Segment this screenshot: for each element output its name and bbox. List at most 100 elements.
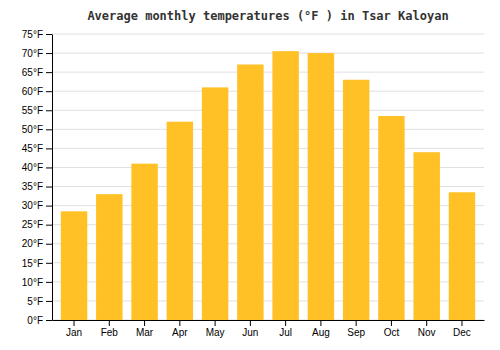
x-tick: Jul — [279, 320, 292, 338]
y-tick: 65°F — [22, 67, 52, 78]
grid-line — [52, 148, 484, 149]
y-tick-label: 10°F — [22, 277, 43, 288]
y-tick-label: 70°F — [22, 48, 43, 59]
y-axis-line — [52, 35, 53, 321]
y-tick-label: 55°F — [22, 105, 43, 116]
bars — [61, 51, 475, 320]
x-tick: Feb — [101, 320, 119, 338]
y-tick-mark — [46, 320, 52, 321]
y-tick-mark — [46, 110, 52, 111]
x-tick-label: Jan — [66, 327, 82, 338]
bar — [237, 65, 263, 320]
grid-line — [52, 34, 484, 35]
x-tick-label: Jul — [279, 327, 292, 338]
grid-line — [52, 129, 484, 130]
y-tick-label: 5°F — [27, 296, 43, 307]
title: Average monthly temperatures (°F ) in Ts… — [87, 9, 448, 23]
y-tick: 45°F — [22, 143, 52, 154]
y-tick-mark — [46, 91, 52, 92]
x-tick-label: Mar — [136, 327, 154, 338]
bar — [413, 152, 439, 320]
y-tick-label: 40°F — [22, 162, 43, 173]
bar — [202, 87, 228, 320]
x-tick-mark — [215, 320, 216, 326]
grid-line — [52, 53, 484, 54]
y-tick: 50°F — [22, 124, 52, 135]
bar — [167, 122, 193, 320]
x-tick-mark — [461, 320, 462, 326]
y-tick: 60°F — [22, 86, 52, 97]
x-tick-label: Oct — [384, 327, 400, 338]
x-tick-label: Feb — [101, 327, 119, 338]
y-tick-label: 25°F — [22, 219, 43, 230]
x-tick: Dec — [453, 320, 471, 338]
x-tick-mark — [250, 320, 251, 326]
bar — [96, 194, 122, 320]
x-tick: Jan — [66, 320, 82, 338]
x-tick: May — [206, 320, 225, 338]
x-tick-label: Aug — [312, 327, 330, 338]
x-tick: Sep — [347, 320, 365, 338]
x-tick-label: May — [206, 327, 225, 338]
y-tick-mark — [46, 225, 52, 226]
y-tick: 5°F — [27, 296, 52, 307]
y-tick: 40°F — [22, 162, 52, 173]
y-tick: 75°F — [22, 29, 52, 40]
y-tick-label: 50°F — [22, 124, 43, 135]
x-tick: Aug — [312, 320, 330, 338]
grid-line — [52, 91, 484, 92]
x-tick-label: Jun — [242, 327, 258, 338]
y-tick: 55°F — [22, 105, 52, 116]
y-tick-mark — [46, 167, 52, 168]
x-tick-mark — [74, 320, 75, 326]
y-tick-mark — [46, 301, 52, 302]
bar — [343, 80, 369, 320]
x-tick-mark — [356, 320, 357, 326]
x-tick-mark — [391, 320, 392, 326]
bar — [272, 51, 298, 320]
y-tick-label: 65°F — [22, 67, 43, 78]
y-tick-mark — [46, 129, 52, 130]
y-tick-label: 75°F — [22, 29, 43, 40]
bar — [131, 164, 157, 320]
y-tick-mark — [46, 263, 52, 264]
y-tick-label: 20°F — [22, 238, 43, 249]
chart: Jan Feb Mar Apr May Jun Jul Aug Sep Oct Nov Dec 0°F 5… — [0, 0, 500, 350]
x-tick-mark — [426, 320, 427, 326]
y-tick-label: 60°F — [22, 86, 43, 97]
y-axis: 0°F 5°F 10°F 15°F 20°F 25°F 30°F 35°F 40°F 45°F 50… — [22, 29, 53, 326]
x-axis-line — [53, 320, 485, 321]
x-tick: Apr — [172, 320, 188, 338]
bar — [308, 53, 334, 320]
y-tick: 70°F — [22, 48, 52, 59]
y-tick-label: 45°F — [22, 143, 43, 154]
y-tick-mark — [46, 53, 52, 54]
x-tick: Oct — [384, 320, 400, 338]
y-tick: 35°F — [22, 181, 52, 192]
bar — [61, 211, 87, 320]
x-tick-label: Apr — [172, 327, 188, 338]
y-tick-label: 35°F — [22, 181, 43, 192]
grid — [52, 34, 484, 320]
x-tick: Jun — [242, 320, 258, 338]
bar — [449, 192, 475, 320]
y-tick: 10°F — [22, 277, 52, 288]
y-tick: 0°F — [27, 315, 52, 326]
y-tick: 15°F — [22, 258, 52, 269]
y-tick: 20°F — [22, 238, 52, 249]
y-tick-mark — [46, 282, 52, 283]
x-tick: Nov — [418, 320, 436, 338]
x-tick: Mar — [136, 320, 154, 338]
x-tick-label: Dec — [453, 327, 471, 338]
y-tick-label: 0°F — [27, 315, 43, 326]
y-tick: 25°F — [22, 219, 52, 230]
x-tick-mark — [320, 320, 321, 326]
x-tick-mark — [179, 320, 180, 326]
x-tick-mark — [285, 320, 286, 326]
x-tick-label: Nov — [418, 327, 436, 338]
y-tick: 30°F — [22, 200, 52, 211]
y-tick-mark — [46, 148, 52, 149]
x-tick-mark — [109, 320, 110, 326]
x-tick-mark — [144, 320, 145, 326]
y-tick-label: 30°F — [22, 200, 43, 211]
